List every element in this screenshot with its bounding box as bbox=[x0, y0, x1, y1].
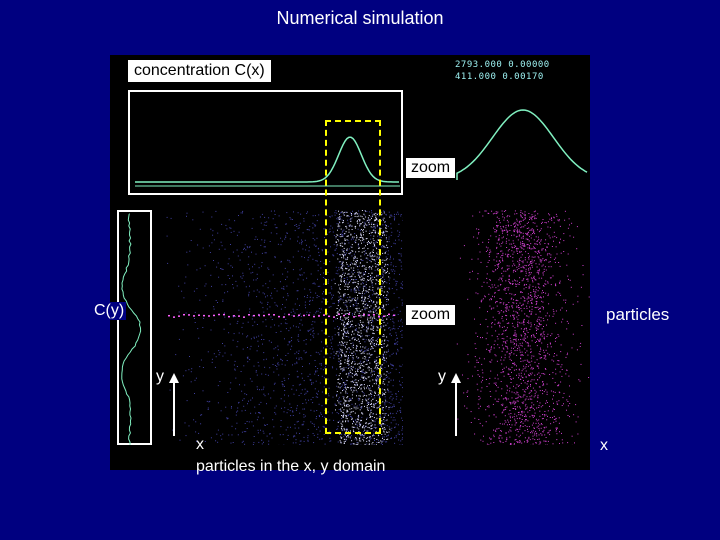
zoom-particle-panel bbox=[455, 210, 590, 445]
cx-zoom-svg bbox=[455, 90, 590, 195]
zoom-selection-rect bbox=[325, 120, 381, 434]
concentration-label: concentration C(x) bbox=[128, 60, 271, 82]
caption: particles in the x, y domain bbox=[196, 458, 385, 476]
info-line-2: 411.000 0.00170 bbox=[455, 72, 544, 82]
zoom-label-top: zoom bbox=[406, 158, 455, 178]
page-title: Numerical simulation bbox=[0, 8, 720, 29]
cy-svg bbox=[119, 212, 154, 447]
cy-chart-frame bbox=[117, 210, 152, 445]
info-line-1: 2793.000 0.00000 bbox=[455, 60, 550, 70]
x-label-2: x bbox=[600, 437, 608, 455]
cx-zoom-chart bbox=[455, 90, 590, 195]
particles-label: particles bbox=[606, 305, 669, 325]
cy-label: C(y) bbox=[92, 302, 126, 320]
zoom-label-mid: zoom bbox=[406, 305, 455, 325]
y-label-2: y bbox=[438, 368, 446, 386]
y-axis-stem-2 bbox=[455, 381, 457, 436]
zoom-particle-svg bbox=[455, 210, 590, 445]
y-label-1: y bbox=[156, 368, 164, 386]
x-label-1: x bbox=[196, 436, 204, 454]
y-axis-stem-1 bbox=[173, 381, 175, 436]
